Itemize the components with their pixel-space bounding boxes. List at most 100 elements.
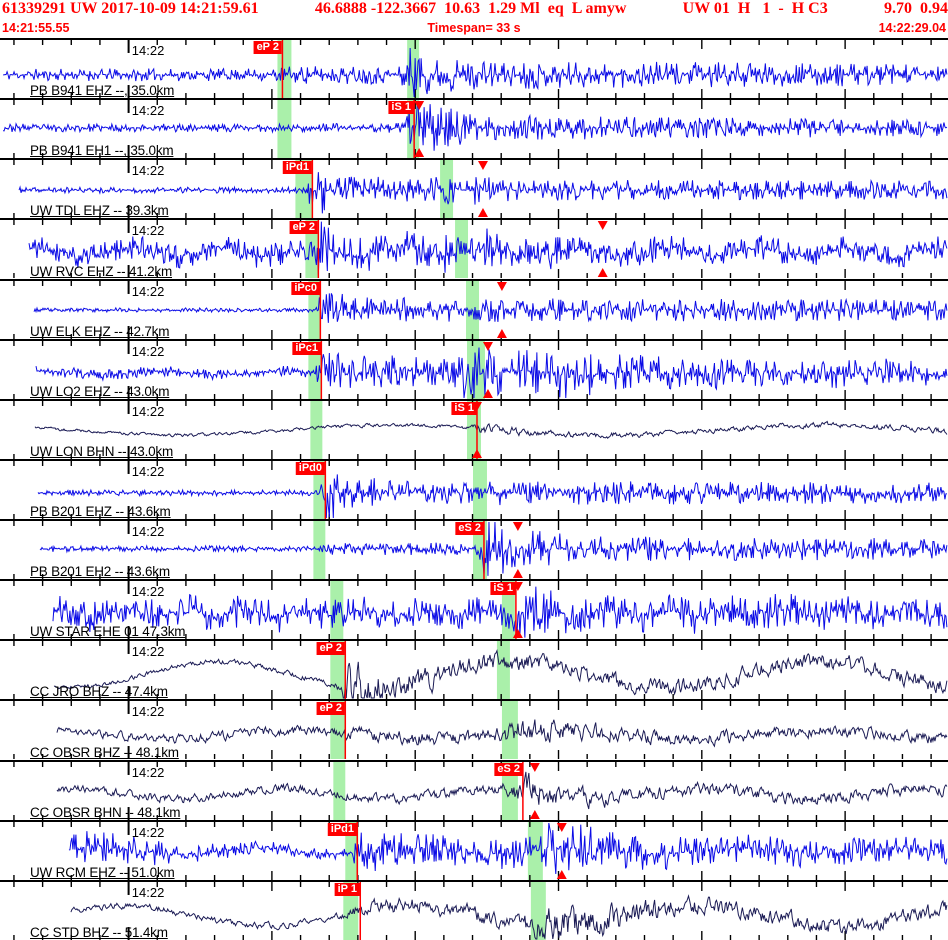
coda-marker-icon bbox=[556, 869, 567, 879]
phase-window-band bbox=[440, 160, 454, 219]
event-id-origin: 61339291 UW 2017-10-09 14:21:59.61 bbox=[2, 0, 259, 17]
trace-row[interactable]: 14:22 eP 2 CC JRO BHZ -- 47.4km bbox=[0, 639, 948, 700]
seismogram-plot[interactable] bbox=[0, 460, 948, 519]
phase-pick-line[interactable] bbox=[281, 40, 284, 98]
coda-marker-icon bbox=[512, 522, 523, 532]
window-start-time: 14:21:55.55 bbox=[2, 21, 70, 35]
station-label: PB B941 EH1 --, 35.0km bbox=[30, 143, 174, 159]
seismogram-plot[interactable] bbox=[0, 881, 948, 940]
trace-row[interactable]: 14:22 iS 1 UW STAR EHE 01 47.3km bbox=[0, 579, 948, 640]
phase-pick-flag[interactable]: iS 1 bbox=[451, 401, 477, 415]
phase-pick-line[interactable] bbox=[359, 881, 362, 940]
phase-pick-line[interactable] bbox=[483, 521, 485, 580]
trace-row[interactable]: 14:22 iS 1 UW LON BHN -- 43.0km bbox=[0, 398, 948, 459]
coda-marker-icon bbox=[597, 221, 608, 231]
coda-marker-icon bbox=[556, 822, 567, 832]
seismogram-plot[interactable] bbox=[0, 100, 948, 159]
waveform-trace bbox=[33, 292, 948, 323]
phase-pick-flag[interactable]: iS 1 bbox=[388, 101, 414, 115]
minute-time-label: 14:22 bbox=[131, 163, 165, 179]
waveform-trace bbox=[3, 47, 948, 98]
trace-row[interactable]: 14:22 iPd0 PB B201 EHZ -- 43.6km bbox=[0, 458, 948, 520]
coda-marker-icon bbox=[482, 388, 493, 398]
seismogram-plot[interactable] bbox=[0, 821, 948, 880]
trace-row[interactable]: 14:22 iS 1 PB B941 EH1 --, 35.0km bbox=[0, 98, 948, 159]
phase-pick-flag[interactable]: iPd0 bbox=[295, 461, 325, 475]
phase-pick-line[interactable] bbox=[319, 280, 322, 339]
phase-pick-line[interactable] bbox=[311, 160, 314, 219]
seismogram-plot[interactable] bbox=[0, 220, 948, 279]
minute-time-label: 14:22 bbox=[131, 584, 165, 600]
phase-pick-flag[interactable]: eP 2 bbox=[316, 642, 345, 656]
phase-window-band bbox=[345, 821, 359, 880]
phase-pick-line[interactable] bbox=[515, 581, 517, 640]
phase-pick-line[interactable] bbox=[522, 761, 524, 820]
phase-pick-line[interactable] bbox=[320, 340, 323, 399]
phase-pick-line[interactable] bbox=[356, 821, 359, 880]
station-label: UW ELK EHZ -- 42.7km bbox=[30, 323, 170, 339]
phase-pick-line[interactable] bbox=[317, 220, 320, 279]
phase-pick-flag[interactable]: iPc1 bbox=[292, 341, 321, 355]
trace-row[interactable]: 14:22 iPd1 UW TDL EHZ -- 39.3km bbox=[0, 158, 948, 219]
phase-pick-line[interactable] bbox=[344, 701, 347, 760]
phase-pick-flag[interactable]: eP 2 bbox=[316, 702, 345, 716]
station-label: CC OBSR BHZ -- 48.1km bbox=[30, 744, 179, 760]
minute-time-label: 14:22 bbox=[131, 403, 165, 419]
phase-pick-flag[interactable]: iPc0 bbox=[291, 281, 320, 295]
coda-marker-icon bbox=[414, 148, 425, 158]
station-label: UW LON BHN -- 43.0km bbox=[30, 443, 174, 459]
event-summary-line: 61339291 UW 2017-10-09 14:21:59.61 46.68… bbox=[0, 0, 948, 19]
phase-pick-flag[interactable]: eP 2 bbox=[253, 41, 282, 54]
seismogram-plot[interactable] bbox=[0, 761, 948, 820]
coda-marker-icon bbox=[472, 448, 482, 458]
seismogram-plot[interactable] bbox=[0, 521, 948, 580]
phase-pick-flag[interactable]: iS 1 bbox=[490, 582, 516, 596]
trace-row[interactable]: 14:22 eS 2 CC OBSR BHN -- 48.1km bbox=[0, 759, 948, 820]
coda-marker-icon bbox=[482, 341, 493, 351]
phase-pick-line[interactable] bbox=[344, 641, 347, 700]
trace-row[interactable]: 14:22 eS 2 PB B201 EH2 -- 43.6km bbox=[0, 519, 948, 580]
trace-row[interactable]: 14:22 iPc0 UW ELK EHZ -- 42.7km bbox=[0, 278, 948, 339]
minute-time-label: 14:22 bbox=[131, 704, 165, 720]
trace-row[interactable]: 14:22 eP 2 PB B941 EHZ --, 35.0km bbox=[0, 38, 948, 99]
coda-marker-icon bbox=[512, 569, 523, 579]
seismogram-plot[interactable] bbox=[0, 340, 948, 399]
seismogram-plot[interactable] bbox=[0, 400, 948, 459]
trace-row[interactable]: 14:22 eP 2 UW RVC EHZ -- 41.2km bbox=[0, 218, 948, 279]
seismogram-plot[interactable] bbox=[0, 40, 948, 98]
station-label: PB B201 EHZ -- 43.6km bbox=[30, 504, 171, 520]
phase-window-band bbox=[310, 400, 323, 459]
station-label: PB B941 EHZ --, 35.0km bbox=[30, 83, 175, 99]
phase-pick-flag[interactable]: iP 1 bbox=[334, 882, 360, 896]
station-label: CC JRO BHZ -- 47.4km bbox=[30, 684, 168, 700]
seismogram-plot[interactable] bbox=[0, 581, 948, 640]
phase-pick-flag[interactable]: eS 2 bbox=[455, 522, 484, 536]
trace-row[interactable]: 14:22 iPc1 UW LO2 EHZ -- 43.0km bbox=[0, 338, 948, 399]
minute-time-label: 14:22 bbox=[131, 343, 165, 359]
phase-pick-flag[interactable]: iPd1 bbox=[282, 161, 312, 175]
phase-window-band bbox=[330, 701, 346, 760]
waveform-trace bbox=[18, 172, 948, 214]
trace-row[interactable]: 14:22 iPd1 UW RCM EHZ -- 51.0km bbox=[0, 819, 948, 880]
trace-row[interactable]: 14:22 eP 2 CC OBSR BHZ -- 48.1km bbox=[0, 699, 948, 760]
phase-pick-line[interactable] bbox=[476, 400, 478, 459]
phase-pick-line[interactable] bbox=[324, 460, 327, 519]
seismogram-plot[interactable] bbox=[0, 701, 948, 760]
waveform-trace bbox=[34, 420, 948, 439]
phase-window-band bbox=[501, 761, 518, 820]
seismogram-plot[interactable] bbox=[0, 641, 948, 700]
trace-row[interactable]: 14:22 iP 1 CC STD BHZ -- 51.4km bbox=[0, 879, 948, 940]
time-window-bar: 14:21:55.55 Timespan= 33 s 14:22:29.04 bbox=[0, 18, 948, 36]
minute-time-label: 14:22 bbox=[131, 463, 165, 479]
waveform-trace bbox=[52, 586, 948, 638]
waveform-trace bbox=[35, 347, 948, 398]
phase-pick-flag[interactable]: iPd1 bbox=[327, 822, 357, 836]
waveform-trace bbox=[28, 221, 948, 275]
phase-pick-flag[interactable]: eP 2 bbox=[289, 221, 318, 235]
phase-pick-line[interactable] bbox=[413, 100, 415, 159]
event-quality-values: 9.70 0.94 bbox=[883, 0, 948, 17]
coda-marker-icon bbox=[597, 268, 608, 278]
phase-window-band bbox=[530, 881, 546, 940]
phase-pick-flag[interactable]: eS 2 bbox=[494, 762, 523, 776]
seismogram-plot[interactable] bbox=[0, 160, 948, 219]
